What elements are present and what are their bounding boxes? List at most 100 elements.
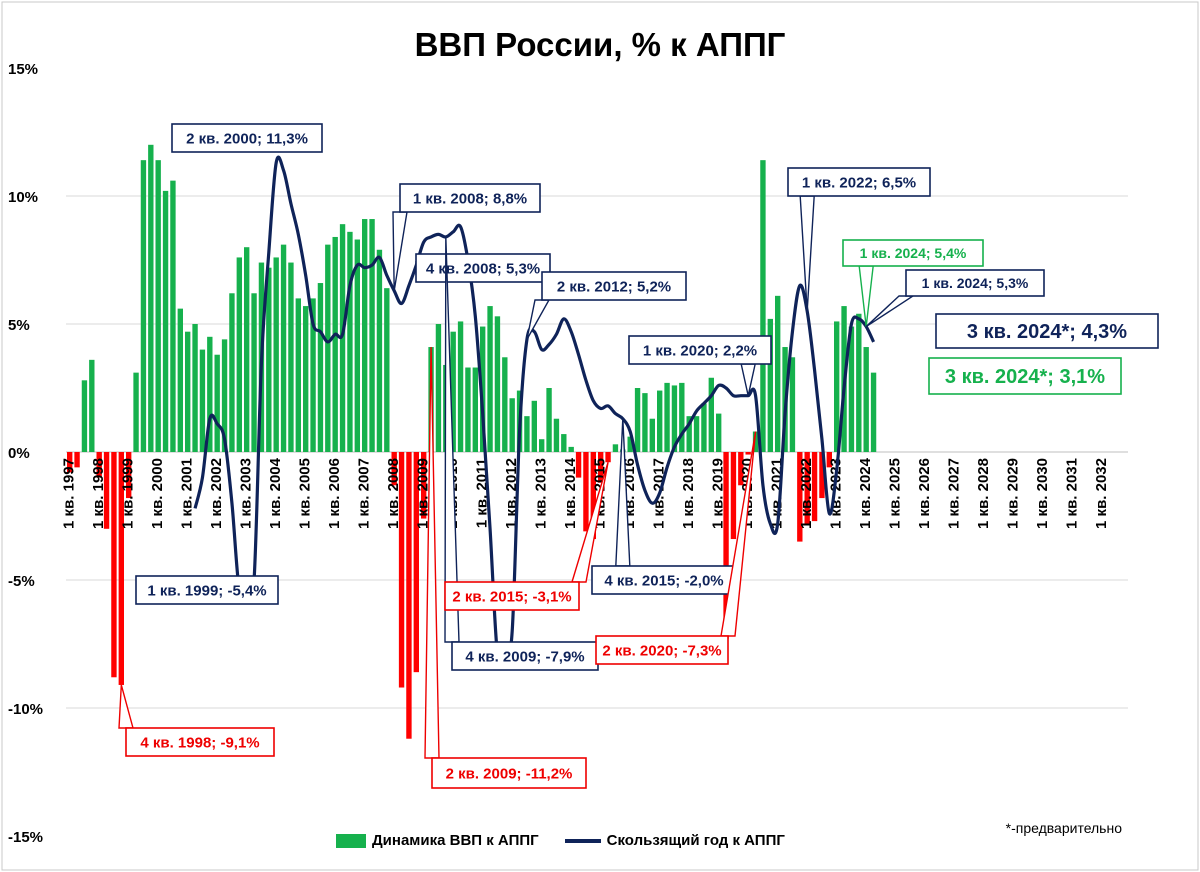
bar — [273, 257, 279, 452]
bar — [664, 382, 670, 452]
chart-title: ВВП России, % к АППГ — [414, 26, 786, 63]
bar — [598, 452, 604, 483]
callout-box — [399, 183, 541, 213]
x-tick-label: 1 кв. 2005 — [297, 458, 314, 529]
callout-label: 1 кв. 2008; 8,8% — [413, 190, 527, 207]
callout-label: 3 кв. 2024*; 3,1% — [945, 366, 1105, 388]
bar — [421, 452, 427, 519]
callout-label: 2 кв. 2009; -11,2% — [446, 765, 573, 782]
callout-label: 4 кв. 1998; -9,1% — [140, 734, 259, 751]
callout-box — [842, 239, 984, 267]
callout-label: 4 кв. 2008; 5,3% — [426, 260, 540, 277]
y-tick-label: -5% — [8, 573, 35, 590]
bar — [723, 452, 729, 639]
callout-label: 2 кв. 2012; 5,2% — [557, 278, 671, 295]
x-tick-label: 1 кв. 2003 — [238, 458, 255, 529]
callout-box — [928, 357, 1122, 395]
x-tick-label: 1 кв. 2008 — [385, 458, 402, 529]
bar — [568, 446, 574, 452]
bar — [199, 349, 206, 452]
bar — [126, 452, 132, 499]
bar — [789, 357, 796, 452]
x-tick-label: 1 кв. 2007 — [356, 458, 373, 529]
callout-pointer — [392, 211, 408, 291]
y-tick-label: -15% — [8, 829, 43, 846]
x-tick-label: 1 кв. 2009 — [415, 458, 432, 529]
x-tick-label: 1 кв. 2028 — [975, 458, 992, 529]
bar — [760, 160, 766, 452]
callout-label: 2 кв. 2000; 11,3% — [186, 130, 308, 147]
bar — [693, 416, 700, 452]
bar — [229, 293, 235, 452]
bar — [74, 452, 80, 468]
bar — [856, 313, 862, 452]
bar — [745, 452, 751, 455]
bar — [679, 382, 685, 452]
x-tick-label: 1 кв. 2001 — [179, 458, 196, 529]
legend-label-bars: Динамика ВВП к АППГ — [372, 832, 539, 849]
x-tick-label: 1 кв. 2024 — [857, 457, 874, 529]
callout-label: 1 кв. 2024; 5,4% — [860, 245, 967, 261]
callout-pointer — [118, 684, 134, 729]
callout-label: 1 кв. 2022; 6,5% — [802, 174, 916, 191]
bar — [266, 267, 272, 452]
x-tick-label: 1 кв. 2031 — [1064, 458, 1081, 529]
callout-box — [905, 269, 1045, 297]
x-tick-label: 1 кв. 2018 — [680, 458, 697, 529]
bar — [804, 452, 810, 524]
bar — [465, 367, 471, 452]
bar — [531, 400, 537, 452]
bar — [848, 326, 855, 452]
bar — [288, 262, 294, 452]
bar — [524, 416, 530, 452]
bar — [140, 160, 147, 452]
bar — [354, 239, 360, 452]
bar — [590, 452, 596, 540]
bar — [752, 431, 759, 452]
bar — [413, 452, 419, 673]
x-tick-label: 1 кв. 2027 — [946, 458, 963, 529]
bar — [118, 452, 124, 685]
callout-box — [135, 575, 279, 605]
bar — [221, 339, 228, 452]
bar — [487, 306, 493, 452]
bar — [96, 452, 102, 478]
bar — [435, 324, 442, 452]
callout-box — [935, 313, 1159, 349]
bar — [561, 434, 567, 452]
bar — [539, 439, 545, 452]
bar — [391, 452, 397, 486]
bar — [236, 257, 242, 452]
bar — [612, 444, 619, 452]
bar — [730, 452, 737, 540]
bar — [627, 436, 633, 452]
preliminary-note: *-предварительно — [1005, 820, 1122, 836]
callout-label: 4 кв. 2009; -7,9% — [465, 648, 584, 665]
x-tick-label: 1 кв. 2022 — [798, 458, 815, 529]
bar — [738, 452, 744, 486]
x-tick-label: 1 кв. 2019 — [710, 458, 727, 529]
bar — [863, 347, 869, 452]
x-tick-label: 1 кв. 2014 — [562, 457, 579, 529]
x-tick-label: 1 кв. 2025 — [887, 458, 904, 529]
callout-pointer — [865, 295, 916, 328]
bar — [819, 452, 825, 499]
callout-box — [541, 271, 687, 301]
bar — [406, 452, 412, 739]
bar — [339, 224, 346, 452]
legend-label-line: Скользящий год к АППГ — [606, 832, 785, 849]
bar — [384, 288, 390, 452]
bar — [244, 247, 250, 452]
y-tick-label: 10% — [8, 189, 38, 206]
bar — [457, 321, 464, 452]
bar — [701, 403, 707, 452]
x-tick-label: 1 кв. 2029 — [1005, 458, 1022, 529]
bar-series — [67, 144, 877, 739]
bar — [642, 393, 648, 452]
bar — [767, 318, 773, 452]
bar — [376, 249, 383, 452]
bar — [634, 388, 641, 452]
y-tick-label: 5% — [8, 317, 30, 334]
bar — [797, 452, 803, 542]
